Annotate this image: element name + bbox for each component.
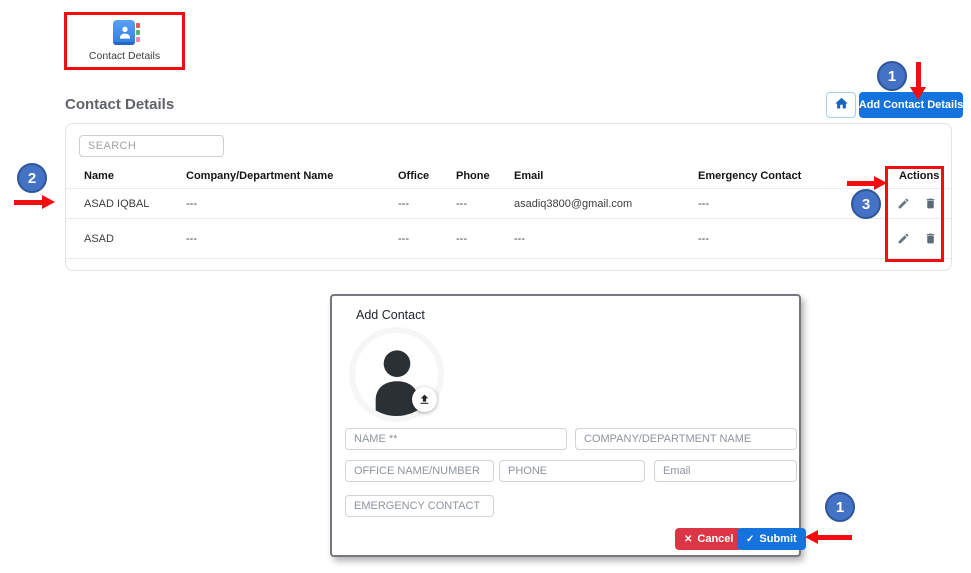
annotation-step-3: 3 — [851, 189, 881, 219]
actions-column-highlight — [885, 166, 944, 262]
cell-phone: --- — [456, 233, 467, 245]
cancel-label: Cancel — [697, 533, 734, 545]
cell-email: --- — [514, 233, 525, 245]
cell-phone: --- — [456, 198, 467, 210]
table-row: ASAD IQBAL --- --- --- asadiq3800@gmail.… — [66, 189, 951, 219]
table-header-row: Name Company/Department Name Office Phon… — [66, 168, 951, 189]
cell-company: --- — [186, 198, 197, 210]
submit-label: Submit — [759, 533, 797, 545]
contacts-table-card: Name Company/Department Name Office Phon… — [65, 123, 952, 271]
check-icon: ✓ — [746, 533, 755, 545]
add-contact-details-button[interactable]: Add Contact Details — [859, 92, 963, 118]
column-header-name: Name — [84, 170, 114, 182]
delete-icon[interactable] — [922, 231, 938, 247]
column-header-actions: Actions — [899, 170, 940, 182]
edit-icon[interactable] — [895, 196, 911, 212]
cell-office: --- — [398, 233, 409, 245]
cell-emergency-contact: --- — [698, 233, 709, 245]
annotation-step-1-top: 1 — [877, 61, 907, 91]
column-header-office: Office — [398, 170, 430, 182]
cell-email: asadiq3800@gmail.com — [514, 198, 633, 210]
close-icon: ✕ — [684, 533, 693, 545]
contact-book-pages — [112, 42, 135, 45]
email-field[interactable] — [654, 460, 797, 482]
cell-name: ASAD IQBAL — [84, 198, 150, 210]
name-field[interactable] — [345, 428, 567, 450]
cancel-button[interactable]: ✕ Cancel — [675, 528, 743, 550]
contact-book-icon[interactable] — [112, 20, 140, 45]
cell-office: --- — [398, 198, 409, 210]
home-icon — [834, 96, 849, 114]
office-field[interactable] — [345, 460, 494, 482]
column-header-phone: Phone — [456, 170, 490, 182]
person-avatar-icon — [375, 350, 419, 416]
annotation-step-1-bottom: 1 — [825, 492, 855, 522]
shortcut-label: Contact Details — [88, 50, 161, 62]
cell-name: ASAD — [84, 233, 114, 245]
add-button-label: Add Contact Details — [858, 99, 964, 111]
submit-button[interactable]: ✓ Submit — [737, 528, 806, 550]
table-row: ASAD --- --- --- --- --- — [66, 219, 951, 259]
phone-field[interactable] — [499, 460, 645, 482]
column-header-email: Email — [514, 170, 544, 182]
book-tab-pink — [135, 37, 140, 42]
add-contact-modal: Add Contact ✕ Cancel ✓ Submit — [330, 294, 806, 557]
upload-icon — [420, 394, 429, 404]
upload-photo-button[interactable] — [412, 387, 437, 412]
edit-icon[interactable] — [895, 231, 911, 247]
book-tab-green — [135, 30, 140, 35]
column-header-emergency-contact: Emergency Contact — [698, 170, 802, 182]
book-tab-red — [135, 23, 140, 28]
company-department-field[interactable] — [575, 428, 797, 450]
modal-title: Add Contact — [356, 308, 425, 322]
avatar — [349, 327, 444, 422]
contact-book-cover — [112, 20, 135, 45]
contact-details-shortcut-highlight: Contact Details — [64, 12, 185, 70]
emergency-contact-field[interactable] — [345, 495, 494, 517]
home-button[interactable] — [826, 92, 856, 118]
cell-emergency-contact: --- — [698, 198, 709, 210]
cell-company: --- — [186, 233, 197, 245]
annotation-step-2: 2 — [17, 163, 47, 193]
delete-icon[interactable] — [922, 196, 938, 212]
column-header-company: Company/Department Name — [186, 170, 334, 182]
search-input[interactable] — [79, 135, 224, 157]
page-title: Contact Details — [65, 96, 175, 113]
person-glyph — [119, 26, 130, 39]
